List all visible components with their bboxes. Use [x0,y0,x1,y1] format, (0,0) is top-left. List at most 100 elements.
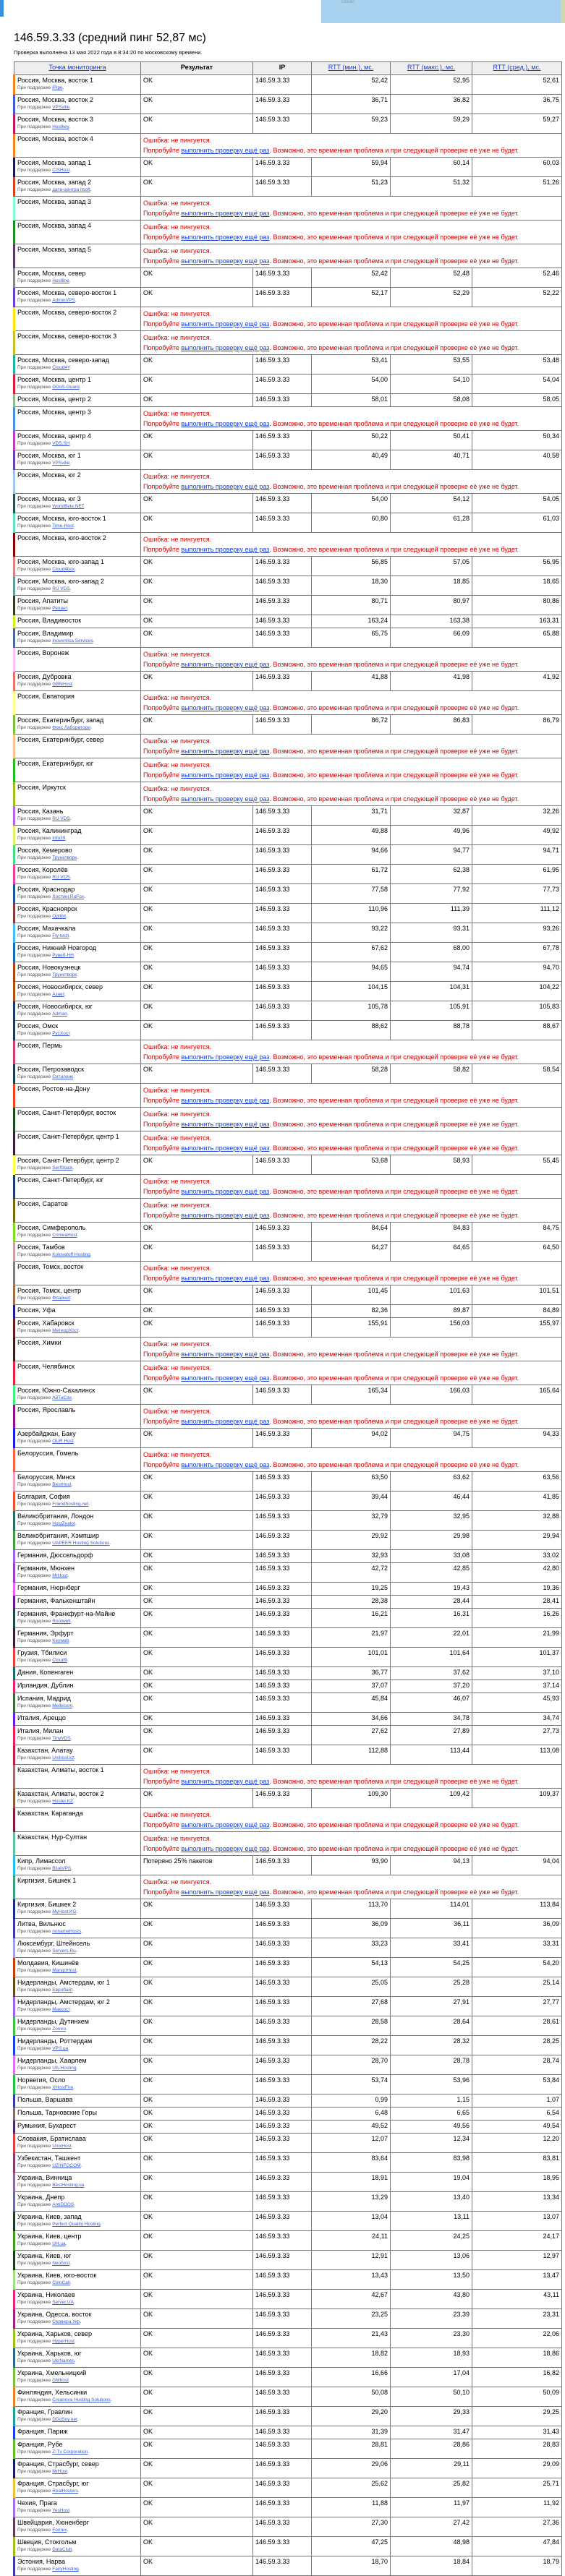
retry-check-link[interactable]: выполнить проверку ещё раз [181,210,270,217]
provider-link[interactable]: OUR Host [52,1439,74,1444]
sort-rtt-avg-link[interactable]: RTT (сред.), мс. [493,64,541,71]
retry-check-link[interactable]: выполнить проверку ещё раз [181,147,270,154]
provider-link[interactable]: Perfect Quality Hosting [52,2222,101,2227]
provider-link[interactable]: Хостинг.RuFox [52,894,85,899]
retry-check-link[interactable]: выполнить проверку ещё раз [181,1212,270,1219]
provider-link[interactable]: BlueVPS [52,1866,72,1871]
provider-link[interactable]: WorldByte.NET [52,504,85,509]
provider-link[interactable]: SerfStack [52,1165,73,1171]
provider-link[interactable]: AdminVPS [52,298,75,303]
provider-link[interactable]: Трунетворк [52,972,77,977]
col-rtt-avg[interactable]: RTT (сред.), мс. [472,61,562,75]
provider-link[interactable]: Zomro [52,2027,66,2032]
retry-check-link[interactable]: выполнить проверку ещё раз [181,1121,270,1128]
provider-link[interactable]: Рувеб-НН [52,953,75,958]
provider-link[interactable]: BestHost [52,1482,72,1487]
retry-check-link[interactable]: выполнить проверку ещё раз [181,795,270,803]
provider-link[interactable]: MangoHost [52,1968,77,1973]
provider-link[interactable]: VPSville [52,105,70,110]
provider-link[interactable]: Hostline [52,278,69,283]
provider-link[interactable]: Cloud4box [52,567,75,572]
provider-link[interactable]: VDS.SH [52,441,70,446]
col-rtt-min[interactable]: RTT (мин.), мс. [311,61,391,75]
provider-link[interactable]: XHostFire [52,2085,74,2090]
provider-link[interactable]: Релант [52,606,67,611]
sort-rtt-max-link[interactable]: RTT (макс.), мс. [407,64,456,71]
provider-link[interactable]: Time-Host [52,523,74,529]
retry-check-link[interactable]: выполнить проверку ещё раз [181,1144,270,1152]
provider-link[interactable]: MrHost [52,1573,68,1578]
provider-link[interactable]: Cloud9 [52,1658,67,1663]
provider-link[interactable]: MrHost [52,2469,68,2474]
provider-link[interactable]: Азнет [52,992,64,997]
provider-link[interactable]: RU VDS [52,875,70,880]
provider-link[interactable]: Макхост [52,2007,70,2012]
provider-link[interactable]: VPS.ua [52,2046,69,2051]
provider-link[interactable]: Fornex [52,2528,67,2533]
retry-check-link[interactable]: выполнить проверку ещё раз [181,748,270,755]
provider-link[interactable]: Z-Tv Corporation [52,2449,88,2455]
provider-link[interactable]: РусХост [52,1031,70,1036]
provider-link[interactable]: Hoster.KZ [52,1799,74,1804]
site-logo[interactable] [0,0,4,17]
provider-link[interactable]: UH.ua [52,2241,66,2246]
retry-check-link[interactable]: выполнить проверку ещё раз [181,771,270,779]
provider-link[interactable]: UA-Hosting [52,2066,77,2071]
provider-link[interactable]: МетеорХост [52,1328,79,1333]
retry-check-link[interactable]: выполнить проверку ещё раз [181,344,270,351]
provider-link[interactable]: Optibit [52,914,67,919]
retry-check-link[interactable]: выполнить проверку ещё раз [181,257,270,265]
provider-link[interactable]: UnixHost [52,2144,72,2149]
retry-check-link[interactable]: выполнить проверку ещё раз [181,1418,270,1425]
provider-link[interactable]: Servers.Ru [52,1948,76,1954]
retry-check-link[interactable]: выполнить проверку ещё раз [181,1845,270,1852]
provider-link[interactable]: Евробайт [52,1987,73,1993]
provider-link[interactable]: Сервера.Укр [52,2319,80,2324]
provider-link[interactable]: UAPEER Hosting Solutions [52,1541,110,1546]
retry-check-link[interactable]: выполнить проверку ещё раз [181,1097,270,1104]
retry-check-link[interactable]: выполнить проверку ещё раз [181,483,270,490]
provider-link[interactable]: DataClub [52,2547,72,2552]
provider-link[interactable]: MyHost.KG [52,1909,77,1914]
provider-link[interactable]: nonameHosts [52,1929,82,1934]
provider-link[interactable]: HyperHost [52,2339,75,2344]
retry-check-link[interactable]: выполнить проверку ещё раз [181,1888,270,1896]
sort-rtt-min-link[interactable]: RTT (мин.), мс. [328,64,374,71]
provider-link[interactable]: Rootwelt [52,1619,71,1624]
provider-link[interactable]: Флайнет [52,1296,71,1301]
provider-link[interactable]: TinyVDS [52,1736,71,1741]
retry-check-link[interactable]: выполнить проверку ещё раз [181,1461,270,1468]
retry-check-link[interactable]: выполнить проверку ещё раз [181,704,270,711]
provider-link[interactable]: DDoS-Guard [52,385,80,390]
provider-link[interactable]: RU VDS [52,816,70,821]
provider-link[interactable]: Ситилинк [52,1074,74,1079]
retry-check-link[interactable]: выполнить проверку ещё раз [181,1053,270,1061]
provider-link[interactable]: Fly-tech [52,933,69,938]
sort-location-link[interactable]: Точка мониторинга [48,64,106,71]
provider-link[interactable]: Neohost [52,2261,70,2266]
retry-check-link[interactable]: выполнить проверку ещё раз [181,420,270,427]
provider-link[interactable]: АйТиСах [52,1395,72,1400]
provider-link[interactable]: Keyweb [52,1638,69,1643]
provider-link[interactable]: Kolovatoff Hosting [52,1252,90,1257]
provider-link[interactable]: AntiDDOS [52,2202,75,2207]
provider-link[interactable]: Cloud4Y [52,365,70,370]
retry-check-link[interactable]: выполнить проверку ещё раз [181,1275,270,1282]
provider-link[interactable]: BestHosting.ua [52,2183,85,2188]
provider-link[interactable]: Adman [52,1011,67,1017]
provider-link[interactable]: DDoSoy.net [52,2417,77,2422]
provider-link[interactable]: Фокс Лаборатори [52,725,90,730]
provider-link[interactable]: UkrNames [52,2358,75,2363]
provider-link[interactable]: GBNHost [52,682,72,687]
provider-link[interactable]: CISHost [52,168,70,173]
provider-link[interactable]: ColoCall [52,2280,70,2285]
retry-check-link[interactable]: выполнить проверку ещё раз [181,1351,270,1358]
provider-link[interactable]: Unihost.kz [52,1755,75,1760]
map-thumbnail[interactable]: Ocean [321,0,565,23]
provider-link[interactable]: VPSville [52,461,70,466]
provider-link[interactable]: Server.UA [52,2300,74,2305]
retry-check-link[interactable]: выполнить проверку ещё раз [181,1374,270,1382]
provider-link[interactable]: RU VDS [52,586,70,591]
provider-link[interactable]: Трунетворк [52,855,77,860]
provider-link[interactable]: Creanova Hosting Solutions [52,2397,111,2402]
